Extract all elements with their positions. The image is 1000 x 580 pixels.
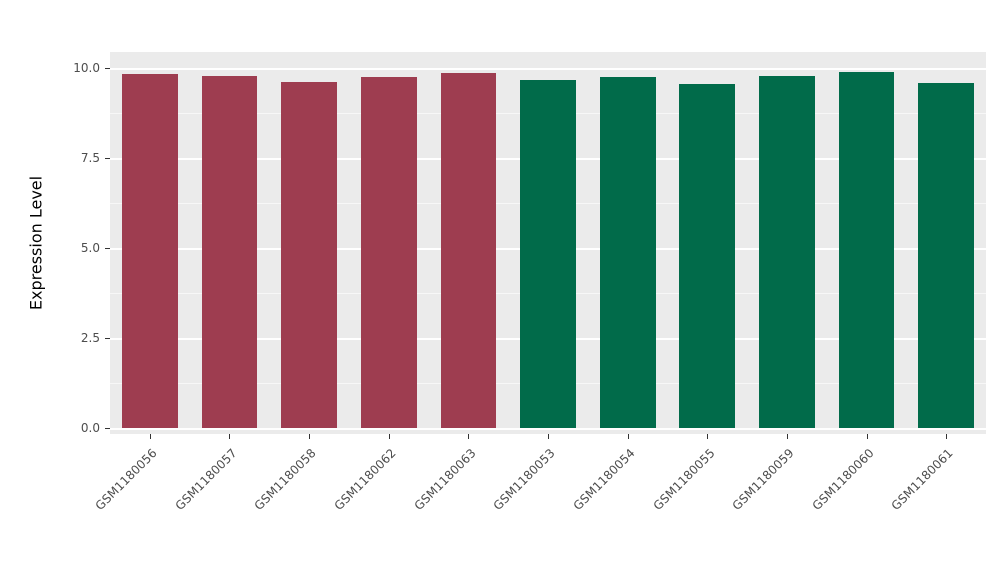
y-tick-mark xyxy=(105,68,110,69)
bar-GSM1180059 xyxy=(759,75,815,428)
x-tick-mark xyxy=(786,434,788,439)
x-tick-mark xyxy=(468,434,470,439)
bar-GSM1180061 xyxy=(918,83,975,428)
x-tick-label: GSM1180062 xyxy=(331,446,399,513)
y-tick-mark xyxy=(105,428,110,429)
y-tick-label: 7.5 xyxy=(80,151,100,165)
x-tick-mark xyxy=(309,434,311,439)
x-tick-mark xyxy=(946,434,948,439)
x-tick-label: GSM1180056 xyxy=(92,446,160,513)
y-tick-mark xyxy=(105,338,110,339)
gridline-major xyxy=(110,68,986,70)
bar-GSM1180063 xyxy=(440,73,497,428)
y-axis-title: Expression Level xyxy=(26,175,46,311)
bar-slot xyxy=(667,52,747,428)
x-tick-label: GSM1180054 xyxy=(570,446,638,513)
x-tick-label: GSM1180060 xyxy=(809,446,877,513)
y-tick-label: 5.0 xyxy=(80,241,100,255)
bars-container xyxy=(110,52,986,434)
y-tick-label: 0.0 xyxy=(80,421,100,435)
plot-panel xyxy=(110,52,986,434)
bar-GSM1180058 xyxy=(281,81,337,428)
bar-GSM1180062 xyxy=(360,76,417,428)
x-tick-mark xyxy=(388,434,390,439)
bar-GSM1180055 xyxy=(679,83,736,428)
bar-slot xyxy=(747,52,827,428)
y-tick-mark xyxy=(105,248,110,249)
bar-slot xyxy=(588,52,668,428)
bar-slot xyxy=(827,52,907,428)
bar-slot xyxy=(429,52,509,428)
bar-GSM1180053 xyxy=(520,79,576,428)
bar-slot xyxy=(190,52,270,428)
bar-slot xyxy=(269,52,349,428)
x-tick-label: GSM1180061 xyxy=(889,446,957,513)
bar-GSM1180057 xyxy=(201,75,258,428)
y-tick-label: 10.0 xyxy=(73,61,100,75)
bar-GSM1180056 xyxy=(121,74,178,428)
x-tick-mark xyxy=(548,434,549,439)
x-tick-mark xyxy=(866,434,868,439)
x-tick-mark xyxy=(707,434,709,439)
y-tick-mark xyxy=(105,158,110,159)
x-tick-label: GSM1180063 xyxy=(411,446,479,513)
x-tick-label: GSM1180059 xyxy=(729,446,797,513)
gridline-major xyxy=(110,428,986,430)
x-tick-label: GSM1180058 xyxy=(252,446,319,513)
bar-GSM1180060 xyxy=(838,72,895,428)
y-tick-label: 2.5 xyxy=(80,331,100,345)
bar-slot xyxy=(110,52,190,428)
bar-GSM1180054 xyxy=(599,76,656,428)
bar-slot xyxy=(508,52,588,428)
bar-slot xyxy=(906,52,986,428)
x-tick-mark xyxy=(229,434,231,439)
bar-slot xyxy=(349,52,429,428)
x-tick-label: GSM1180055 xyxy=(650,446,718,513)
x-tick-mark xyxy=(627,434,629,439)
x-tick-label: GSM1180053 xyxy=(490,446,558,513)
x-tick-mark xyxy=(149,434,151,439)
x-tick-label: GSM1180057 xyxy=(172,446,240,513)
